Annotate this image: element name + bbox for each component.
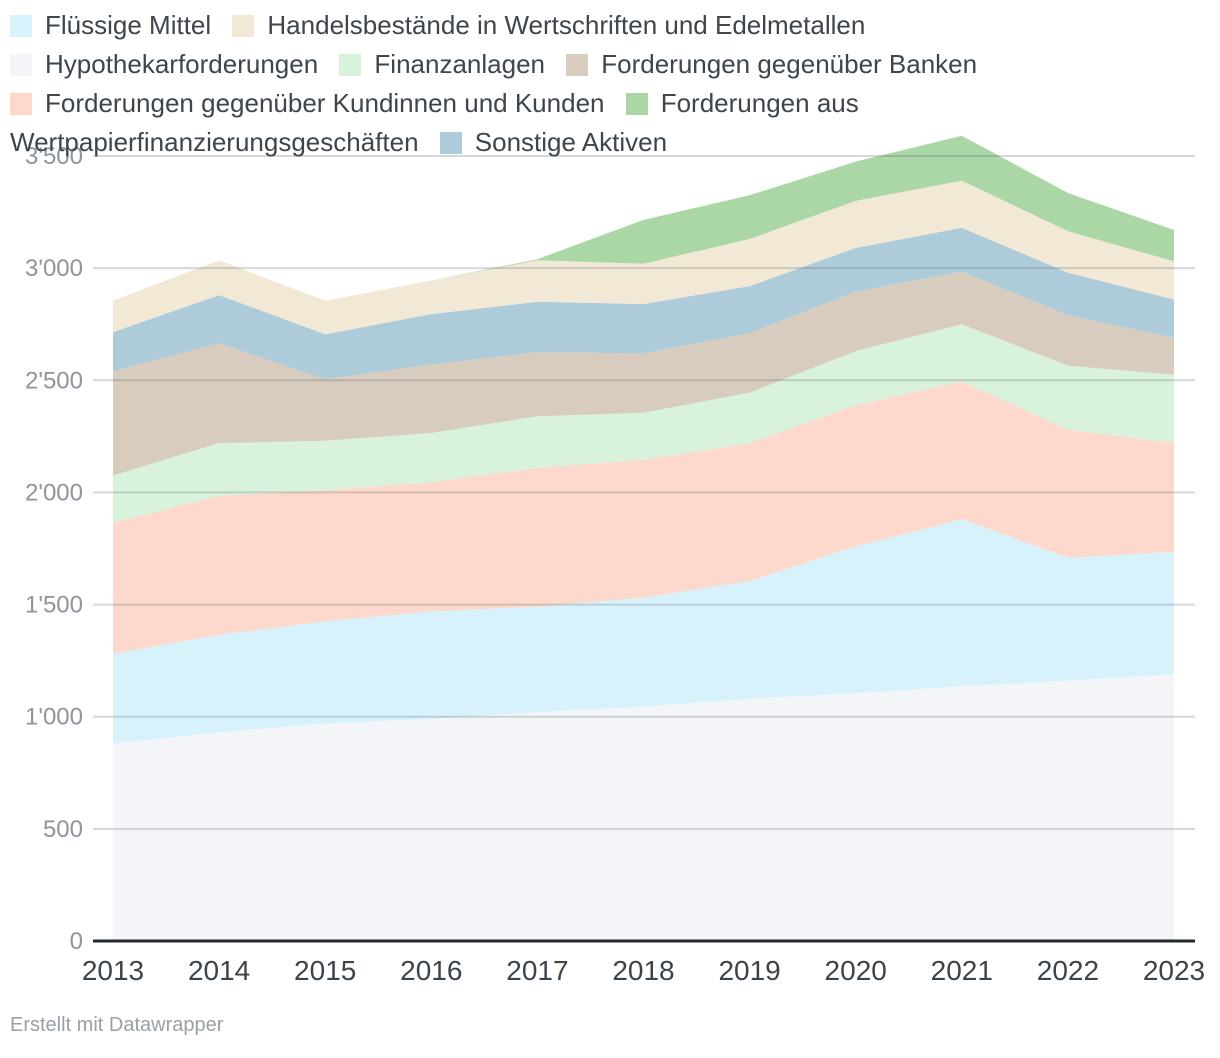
legend-item-wertpapierfinanzierung: Forderungen aus Wertpapierfinanzierungsg…	[10, 88, 859, 157]
area-handelsbestaende	[113, 180, 1174, 335]
legend-item-forderungen-kunden: Forderungen gegenüber Kundinnen und Kund…	[10, 88, 618, 118]
legend-item-finanzanlagen: Finanzanlagen	[339, 49, 559, 79]
legend-item-head: Forderungen	[625, 88, 810, 118]
finanzanlagen-swatch-icon	[339, 54, 362, 76]
gridlines-group	[93, 155, 1195, 830]
area-forderungen-kunden	[113, 381, 1174, 654]
y-axis-label: 3'500	[25, 143, 83, 170]
y-axis-label: 500	[43, 816, 83, 843]
x-axis-label: 2013	[82, 955, 144, 986]
handelsbestaende-swatch-icon	[232, 15, 255, 37]
x-axis-label: 2017	[506, 955, 568, 986]
area-series-group	[113, 135, 1174, 941]
legend-item-sonstige-aktiven: Sonstige Aktiven	[439, 127, 681, 157]
x-axis-label: 2022	[1037, 955, 1099, 986]
legend-item-handelsbestaende: Handelsbestände in Wertschriften und Ede…	[232, 10, 879, 40]
x-axis-label: 2016	[400, 955, 462, 986]
legend-item-head: Hypothekarforderungen	[10, 49, 318, 79]
legend-item-fluessige-mittel: Flüssige Mittel	[10, 10, 225, 40]
legend: Flüssige Mittel Handelsbestände in Werts…	[10, 6, 1170, 162]
attribution-footer: Erstellt mit Datawrapper	[10, 1014, 224, 1036]
x-axis-label: 2023	[1143, 955, 1205, 986]
area-sonstige-aktiven	[113, 227, 1174, 380]
forderungen-kunden-swatch-icon	[10, 93, 32, 115]
x-axis-label: 2021	[931, 955, 993, 986]
area-finanzanlagen	[113, 324, 1174, 523]
x-axis: 2013 2014 2015 2016 2017 2018 2019 2020 2021 2022…	[82, 955, 1205, 986]
legend-item-head: Handelsbestände	[232, 10, 470, 40]
area-forderungen-banken	[113, 271, 1174, 476]
sonstige-aktiven-swatch-icon	[439, 132, 462, 154]
forderungen-banken-swatch-icon	[566, 54, 589, 76]
legend-item-head: Finanzanlagen	[339, 49, 545, 79]
x-axis-label: 2015	[294, 955, 356, 986]
legend-item-head: Flüssige	[10, 10, 142, 40]
hypothekarforderungen-swatch-icon	[10, 54, 32, 76]
y-axis-label: 0	[70, 928, 83, 955]
y-axis: 0 500 1'000 1'500 2'000 2'500 3'000 3'500	[25, 143, 1195, 955]
x-axis-label: 2020	[825, 955, 887, 986]
y-axis-label: 2'500	[25, 367, 83, 394]
area-wertpapierfinanzierung	[113, 135, 1174, 301]
y-axis-label: 1'500	[25, 592, 83, 619]
legend-item-forderungen-banken: Forderungen gegenüber Banken	[566, 49, 991, 79]
x-axis-label: 2014	[188, 955, 250, 986]
area-hypothekarforderungen	[113, 674, 1174, 941]
x-axis-label: 2019	[718, 955, 780, 986]
legend-item-head: Forderungen	[566, 49, 750, 79]
x-axis-label: 2018	[612, 955, 674, 986]
legend-item-head: Sonstige	[439, 127, 576, 157]
legend-item-hypothekarforderungen: Hypothekarforderungen	[10, 49, 332, 79]
wertpapierfinanzierung-swatch-icon	[625, 93, 648, 115]
y-axis-label: 2'000	[25, 479, 83, 506]
fluessige-mittel-swatch-icon	[10, 15, 32, 37]
area-fluessige-mittel	[113, 519, 1174, 744]
y-axis-label: 1'000	[25, 704, 83, 731]
y-axis-label: 3'000	[25, 255, 83, 282]
legend-item-head: Forderungen	[10, 88, 194, 118]
